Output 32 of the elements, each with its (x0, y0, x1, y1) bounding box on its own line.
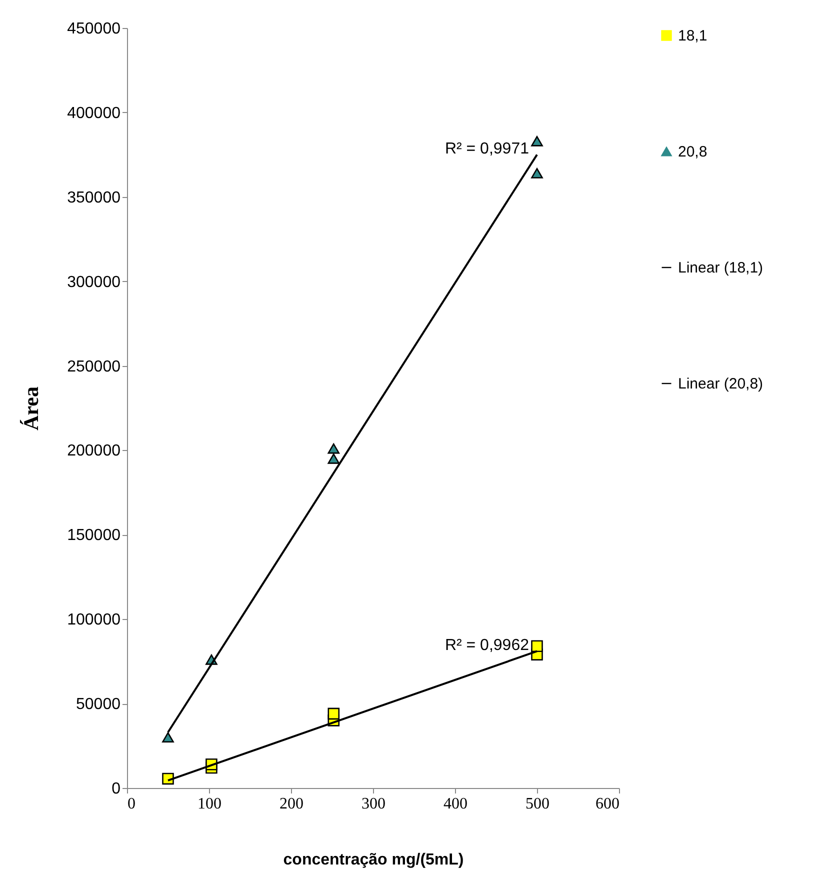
y-tick-label: 150000 (67, 527, 121, 544)
legend-label: 20,8 (678, 144, 708, 160)
x-tick-label: 500 (526, 796, 550, 812)
legend-label: 18,1 (678, 28, 708, 44)
y-tick-label: 100000 (67, 612, 121, 629)
y-tick-label: 50000 (76, 696, 121, 714)
x-tick-label: 0 (128, 796, 136, 812)
annotation: R² = 0,9971 (444, 140, 530, 158)
y-tick-label: 300000 (67, 274, 121, 291)
y-tick-label: 350000 (67, 189, 121, 206)
point (531, 168, 543, 178)
legend-label: Linear (20,8) (678, 376, 764, 392)
legend-label: Linear (18,1) (678, 260, 764, 276)
x-tick-label: 400 (444, 796, 468, 812)
y-tick-label: 450000 (67, 20, 121, 38)
point (531, 640, 543, 652)
point (162, 732, 174, 743)
x-tick-label: 100 (198, 796, 222, 812)
annotation: R² = 0,9962 (444, 637, 530, 654)
point (531, 136, 543, 146)
y-tick-label: 250000 (67, 358, 121, 376)
point (328, 443, 340, 454)
y-tick-label: 400000 (67, 104, 121, 122)
y-axis-title: Área (19, 386, 44, 430)
y-tick-label: 0 (112, 780, 121, 798)
x-tick-label: 600 (596, 796, 620, 812)
point (328, 453, 340, 464)
point (328, 708, 340, 720)
x-tick-label: 300 (362, 796, 386, 812)
y-tick-label: 200000 (67, 442, 121, 460)
x-axis-title: concentração mg/(5mL) (283, 852, 464, 868)
x-tick-label: 200 (280, 796, 304, 812)
